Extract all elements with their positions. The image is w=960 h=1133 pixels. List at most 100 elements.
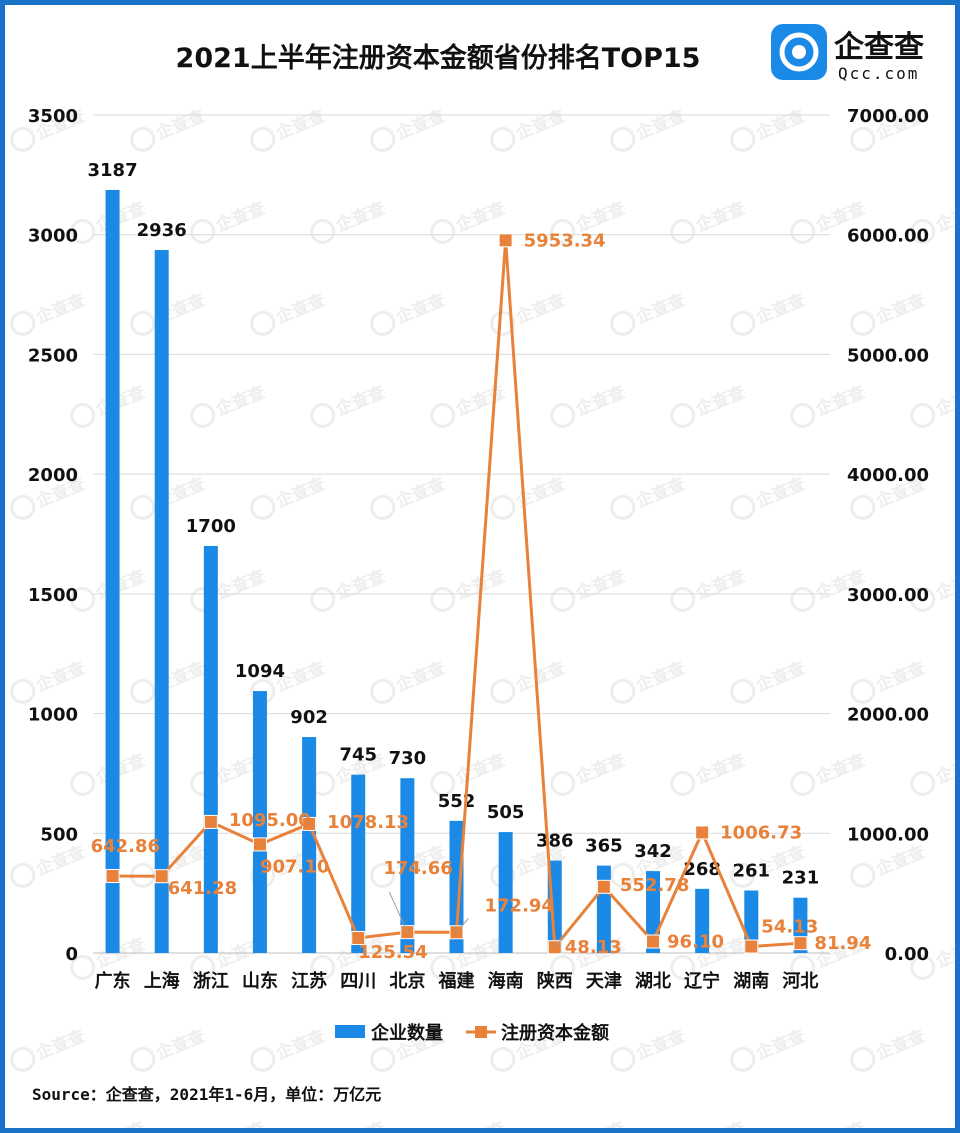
watermark-logo-icon xyxy=(430,218,456,244)
watermark-text: 企查查 xyxy=(332,1117,389,1128)
watermark-text: 企查查 xyxy=(32,657,89,696)
watermark-text: 企查查 xyxy=(812,1117,869,1128)
watermark-logo-icon xyxy=(190,954,216,980)
watermark-logo-icon xyxy=(70,218,96,244)
watermark-logo-icon xyxy=(130,126,156,152)
watermark-logo-icon xyxy=(10,126,36,152)
bar xyxy=(302,737,317,953)
logo-domain: Qcc.com xyxy=(838,64,919,83)
watermark-logo-icon xyxy=(130,862,156,888)
watermark-text: 企查查 xyxy=(32,841,89,880)
watermark-tile: 企查查 xyxy=(332,1117,389,1128)
watermark-logo-icon xyxy=(670,586,696,612)
watermark-logo-icon xyxy=(370,310,396,336)
bar-value-label: 3187 xyxy=(88,160,138,181)
watermark-tile: 企查查 xyxy=(92,1117,149,1128)
watermark-logo-icon xyxy=(430,586,456,612)
watermark-tile: 企查查 xyxy=(730,657,809,704)
line-value-label: 1078.13 xyxy=(327,812,409,833)
watermark-logo-icon xyxy=(550,770,576,796)
watermark-tile: 企查查 xyxy=(610,105,689,152)
left-tick-label: 3500 xyxy=(28,106,78,127)
watermark-logo-icon xyxy=(310,218,336,244)
watermark-logo-icon xyxy=(490,126,516,152)
watermark-text: 企查查 xyxy=(452,381,509,420)
legend-swatch-marker xyxy=(475,1026,487,1038)
watermark-logo-icon xyxy=(70,586,96,612)
watermark-logo-icon xyxy=(250,310,276,336)
bar-value-label: 231 xyxy=(782,868,820,889)
right-tick-label: 7000.00 xyxy=(847,106,929,127)
line-value-label: 5953.34 xyxy=(524,230,606,251)
watermark-tile: 企查查 xyxy=(850,657,929,704)
watermark-logo-icon xyxy=(70,954,96,980)
watermark-logo-icon xyxy=(790,402,816,428)
watermark-tile: 企查查 xyxy=(370,473,449,520)
watermark-text: 企查查 xyxy=(212,381,269,420)
watermark-tile: 企查查 xyxy=(730,1025,809,1072)
watermark-logo-icon xyxy=(550,218,576,244)
category-label: 广东 xyxy=(95,970,131,992)
category-label: 北京 xyxy=(389,970,425,992)
left-tick-label: 2500 xyxy=(28,345,78,366)
watermark-logo-icon xyxy=(490,494,516,520)
line-value-label: 1095.00 xyxy=(229,810,311,831)
watermark-tile: 企查查 xyxy=(130,657,209,704)
watermark-logo-icon xyxy=(310,402,336,428)
line-marker xyxy=(646,934,661,949)
watermark-logo-icon xyxy=(730,310,756,336)
watermark-tile: 企查查 xyxy=(250,473,329,520)
watermark-logo-icon xyxy=(70,770,96,796)
line-labels: 642.86 641.28 1095.00 907.10 1078.13 125.54 17… xyxy=(91,230,872,963)
left-tick-label: 500 xyxy=(40,824,78,845)
watermark-logo-icon xyxy=(130,1046,156,1072)
watermark-tile: 企查查 xyxy=(190,381,269,428)
watermark-logo-icon xyxy=(730,678,756,704)
label-leader-line xyxy=(388,891,408,933)
label-leader-line xyxy=(554,934,566,948)
watermark-tile: 企查查 xyxy=(812,1117,869,1128)
watermark-tile: 企查查 xyxy=(910,749,955,796)
watermark-logo-icon xyxy=(610,678,636,704)
watermark-logo-icon xyxy=(610,1046,636,1072)
right-tick-label: 4000.00 xyxy=(847,465,929,486)
watermark-tile: 企查查 xyxy=(850,289,929,336)
left-tick-label: 3000 xyxy=(28,226,78,247)
watermark-text: 企查查 xyxy=(272,289,329,328)
right-tick-label: 2000.00 xyxy=(847,705,929,726)
watermark-logo-icon xyxy=(130,678,156,704)
watermark-tile: 企查查 xyxy=(670,197,749,244)
line-marker xyxy=(302,816,317,831)
watermark-text: 企查查 xyxy=(512,473,569,512)
watermark-logo-icon xyxy=(190,218,216,244)
bar xyxy=(449,820,464,953)
watermark-logo-icon xyxy=(910,954,936,980)
watermark-text: 企查查 xyxy=(872,1025,929,1064)
category-label: 海南 xyxy=(488,970,524,992)
legend: 企业数量 注册资本金额 xyxy=(335,1022,609,1044)
line-value-label: 907.10 xyxy=(260,856,329,877)
logo-q-dot xyxy=(792,45,806,59)
category-label: 辽宁 xyxy=(684,970,720,992)
bar-value-label: 745 xyxy=(339,745,377,766)
right-tick-label: 5000.00 xyxy=(847,345,929,366)
watermark-text: 企查查 xyxy=(872,841,929,880)
watermark-tile: 企查查 xyxy=(550,749,629,796)
watermark-logo-icon xyxy=(670,954,696,980)
watermark-text: 企查查 xyxy=(452,1117,509,1128)
line-value-label: 641.28 xyxy=(168,878,237,899)
line-value-label: 48.13 xyxy=(565,937,622,958)
watermark-logo-icon xyxy=(370,126,396,152)
label-leader-line xyxy=(456,917,469,933)
category-label: 四川 xyxy=(340,971,376,992)
bar-series xyxy=(105,189,808,953)
watermark-tile: 企查查 xyxy=(730,289,809,336)
watermark-tile: 企查查 xyxy=(370,657,449,704)
watermark-tile: 企查查 xyxy=(10,841,89,888)
watermark-text: 企查查 xyxy=(752,473,809,512)
watermark-logo-icon xyxy=(370,862,396,888)
watermark-text: 企查查 xyxy=(212,197,269,236)
watermark-tile: 企查查 xyxy=(610,657,689,704)
watermark-logo-icon xyxy=(850,678,876,704)
logo-q-icon xyxy=(779,32,819,72)
